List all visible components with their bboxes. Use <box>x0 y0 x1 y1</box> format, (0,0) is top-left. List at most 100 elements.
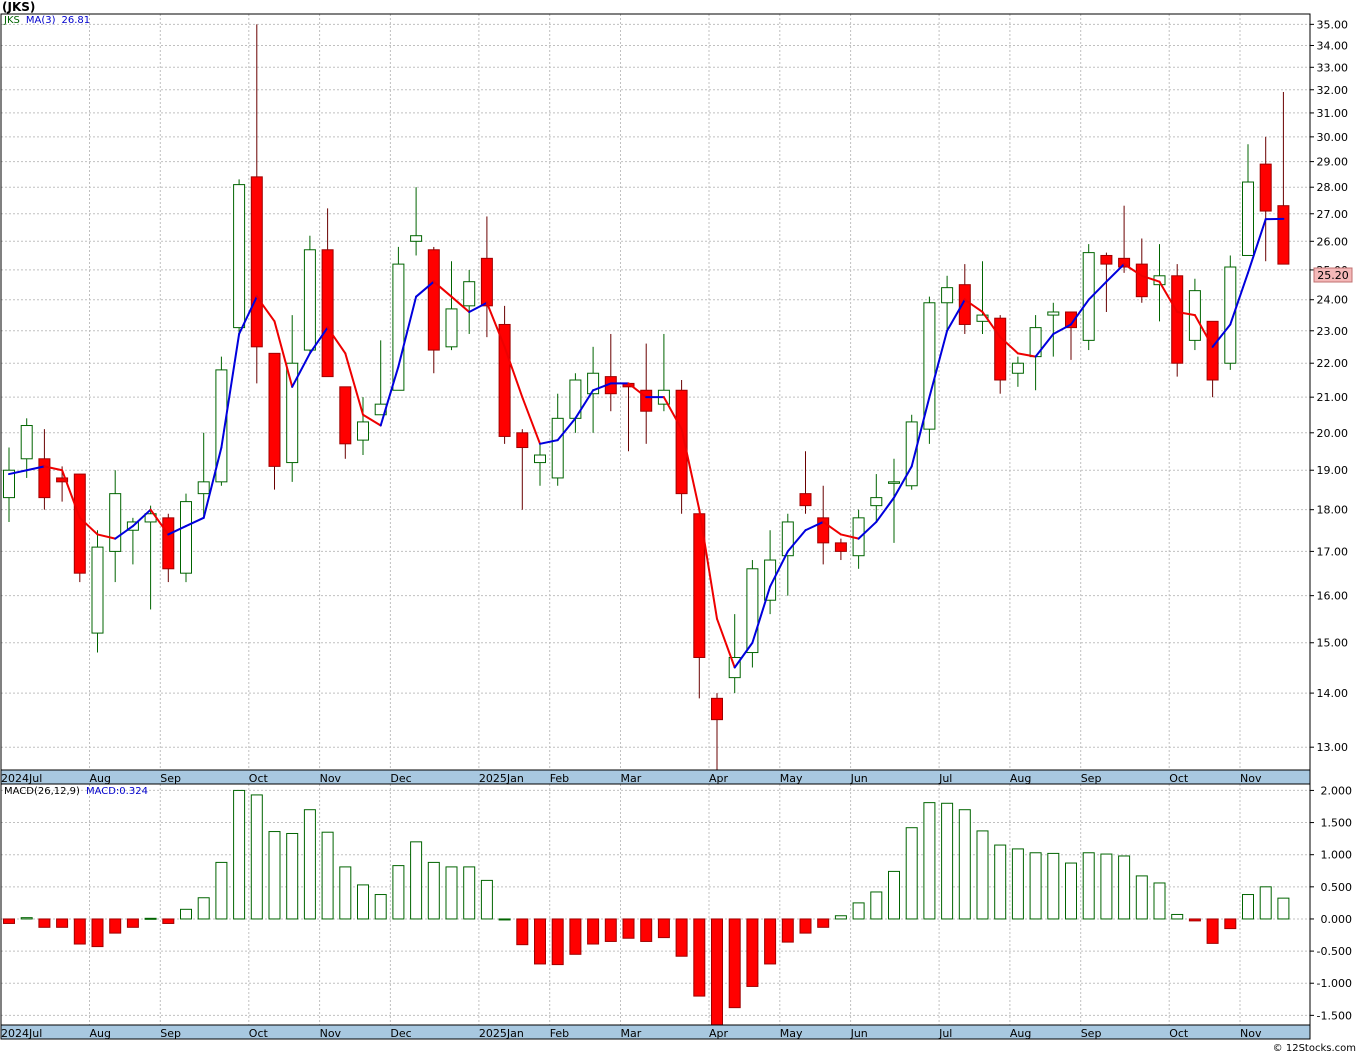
candle-down <box>428 250 439 350</box>
macd-bar-negative <box>127 919 138 927</box>
candle-down <box>269 353 280 466</box>
macd-bar-positive <box>1136 876 1147 919</box>
macd-bar-negative <box>782 919 793 942</box>
macd-bar-negative <box>623 919 634 938</box>
candle-down <box>1260 164 1271 211</box>
macd-date-label: Sep <box>160 1027 181 1040</box>
macd-bar-negative <box>1207 919 1218 943</box>
macd-bar-positive <box>1101 854 1112 919</box>
macd-bar-positive <box>977 831 988 919</box>
candle-up <box>1243 182 1254 255</box>
chart-title: (JKS) <box>2 0 35 14</box>
candle-down <box>39 459 50 498</box>
macd-date-label: Aug <box>1010 1027 1031 1040</box>
candle-up <box>304 250 315 350</box>
macd-bar-positive <box>198 898 209 919</box>
candle-down <box>74 474 85 573</box>
price-tick-label: 14.00 <box>1317 687 1349 700</box>
price-tick-label: 35.00 <box>1317 18 1349 31</box>
price-tick-label: 26.00 <box>1317 235 1349 248</box>
macd-tick-label: -1.500 <box>1317 1009 1352 1022</box>
macd-bar-negative <box>92 919 103 947</box>
price-grid <box>1 14 1310 770</box>
macd-tick-label: -0.500 <box>1317 945 1352 958</box>
macd-bar-positive <box>1012 849 1023 919</box>
candle-up <box>552 418 563 478</box>
macd-bar-negative <box>110 919 121 933</box>
price-tick-label: 30.00 <box>1317 131 1349 144</box>
candle-down <box>1172 276 1183 363</box>
macd-histogram <box>4 790 1289 1025</box>
macd-date-label: 2025Jan <box>479 1027 524 1040</box>
macd-bar-positive <box>1030 853 1041 919</box>
price-date-label: Mar <box>621 772 642 785</box>
watermark: © 12Stocks.com <box>1273 1043 1356 1054</box>
candle-up <box>535 455 546 463</box>
candle-up <box>942 288 953 303</box>
candle-down <box>481 258 492 305</box>
macd-bar-negative <box>1225 919 1236 929</box>
macd-bar-negative <box>163 919 174 923</box>
macd-bar-negative <box>800 919 811 933</box>
candle-down <box>995 318 1006 380</box>
price-tick-label: 29.00 <box>1317 156 1349 169</box>
macd-bar-positive <box>340 867 351 919</box>
price-tick-label: 18.00 <box>1317 504 1349 517</box>
price-tick-label: 32.00 <box>1317 84 1349 97</box>
macd-bar-positive <box>446 867 457 919</box>
candle-down <box>499 324 510 436</box>
macd-bar-positive <box>251 795 262 919</box>
price-tick-label: 33.00 <box>1317 61 1349 74</box>
panel-frames <box>1 14 1310 1039</box>
macd-date-band <box>1 1025 1310 1039</box>
price-tick-label: 34.00 <box>1317 40 1349 53</box>
macd-legend: MACD(26,12,9)MACD:0.324 <box>4 786 154 797</box>
candle-up <box>21 426 32 459</box>
ma-segment <box>1053 324 1071 333</box>
price-date-label: Feb <box>550 772 569 785</box>
macd-bar-positive <box>269 832 280 919</box>
macd-bar-positive <box>375 895 386 919</box>
price-tick-label: 24.00 <box>1317 294 1349 307</box>
macd-bar-negative <box>517 919 528 945</box>
macd-bar-negative <box>765 919 776 964</box>
candle-down <box>322 250 333 377</box>
price-tick-label: 19.00 <box>1317 464 1349 477</box>
price-tick-label: 21.00 <box>1317 391 1349 404</box>
macd-bar-positive <box>995 845 1006 919</box>
macd-bar-positive <box>428 862 439 919</box>
price-tick-label: 31.00 <box>1317 107 1349 120</box>
macd-bar-negative <box>570 919 581 954</box>
price-date-label: 2024Jul <box>1 772 42 785</box>
macd-legend-value: MACD:0.324 <box>86 786 148 797</box>
price-tick-label: 16.00 <box>1317 590 1349 603</box>
macd-date-label: Mar <box>621 1027 642 1040</box>
candle-up <box>393 264 404 390</box>
macd-bar-positive <box>322 832 333 919</box>
macd-tick-label: 2.000 <box>1321 784 1353 797</box>
macd-bar-positive <box>499 919 510 920</box>
price-date-label: Oct <box>249 772 269 785</box>
macd-date-label: Dec <box>390 1027 411 1040</box>
macd-date-label: Jun <box>850 1027 868 1040</box>
price-date-label: Jul <box>938 772 952 785</box>
macd-bar-negative <box>552 919 563 965</box>
macd-bar-negative <box>588 919 599 944</box>
macd-bar-negative <box>818 919 829 927</box>
candle-up <box>871 498 882 506</box>
macd-bar-negative <box>535 919 546 964</box>
macd-tick-label: 1.500 <box>1321 817 1353 830</box>
macd-bar-positive <box>1048 853 1059 919</box>
candle-down <box>1136 264 1147 297</box>
candle-down <box>676 390 687 493</box>
macd-date-label: Apr <box>709 1027 729 1040</box>
macd-bar-negative <box>676 919 687 956</box>
macd-bar-positive <box>871 892 882 919</box>
macd-bar-negative <box>605 919 616 941</box>
price-tick-label: 28.00 <box>1317 181 1349 194</box>
candle-up <box>411 236 422 242</box>
candle-down <box>340 387 351 444</box>
macd-bar-positive <box>21 918 32 919</box>
